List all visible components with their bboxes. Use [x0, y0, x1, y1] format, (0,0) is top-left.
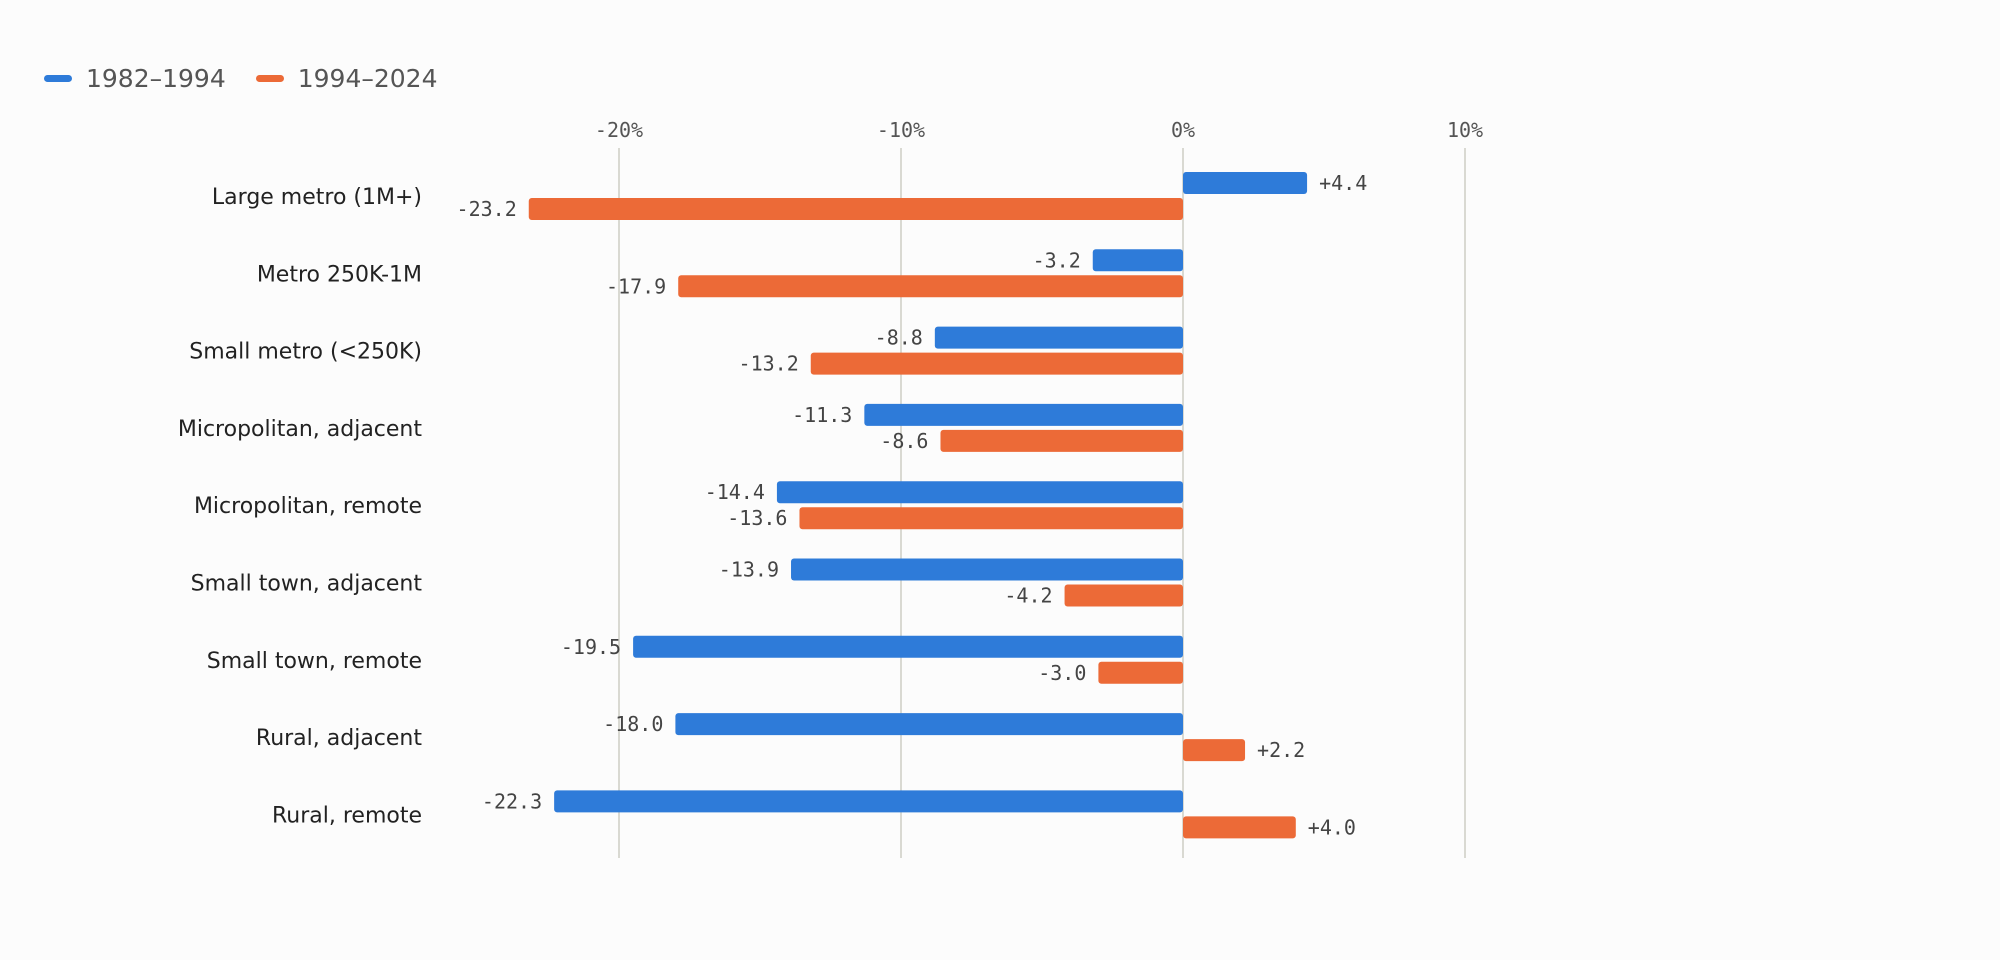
legend-label-series-2: 1994–2024 [297, 64, 438, 93]
data-label: +2.2 [1257, 738, 1305, 762]
category-label: Large metro (1M+) [212, 185, 422, 210]
data-label: +4.4 [1319, 171, 1367, 195]
category-label: Micropolitan, remote [194, 494, 422, 519]
bar-series-1 [1092, 249, 1183, 272]
data-label: -8.6 [880, 429, 928, 453]
bar-series-1 [864, 403, 1183, 426]
bar-series-2 [528, 198, 1183, 220]
category-label: Small metro (<250K) [189, 340, 422, 365]
data-label: -22.3 [482, 789, 542, 813]
bar-series-2 [810, 352, 1183, 375]
category-label: Metro 250K-1M [257, 262, 422, 287]
category-label: Small town, adjacent [191, 572, 423, 597]
bar-series-2 [1183, 739, 1246, 762]
legend: 1982–1994 1994–2024 [44, 64, 438, 93]
data-label: -13.6 [727, 506, 787, 530]
data-label: -19.5 [561, 635, 621, 659]
data-label: -18.0 [603, 712, 663, 736]
data-label: -8.8 [875, 326, 923, 350]
bar-series-1 [1183, 172, 1308, 194]
bar-series-2 [799, 507, 1183, 530]
legend-swatch-series-1 [44, 75, 72, 82]
bar-series-1 [791, 558, 1183, 581]
x-tick-label: -20% [595, 118, 643, 142]
data-label: +4.0 [1308, 815, 1356, 839]
x-axis-ticks: -20% -10% 0% 10% [595, 118, 1483, 142]
data-label: -14.4 [705, 480, 765, 504]
bars [528, 172, 1308, 839]
bar-series-2 [1064, 584, 1183, 607]
category-label: Rural, remote [272, 803, 422, 828]
bar-series-1 [554, 790, 1183, 813]
data-label: -13.2 [739, 352, 799, 376]
category-label: Rural, adjacent [256, 726, 422, 751]
bar-series-1 [675, 713, 1183, 736]
category-label: Micropolitan, adjacent [178, 417, 423, 442]
legend-label-series-1: 1982–1994 [86, 64, 226, 93]
bar-series-2 [678, 275, 1183, 298]
bar-series-1 [633, 635, 1183, 658]
x-tick-label: 0% [1171, 118, 1195, 142]
x-tick-label: -10% [877, 118, 925, 142]
bar-series-2 [1098, 661, 1183, 684]
bar-series-2 [1183, 816, 1296, 839]
bar-series-2 [940, 429, 1183, 452]
legend-item-series-1: 1982–1994 [44, 64, 226, 93]
legend-item-series-2: 1994–2024 [255, 64, 438, 93]
data-label: -3.0 [1038, 661, 1086, 685]
category-label: Small town, remote [207, 649, 422, 674]
data-label: -17.9 [606, 274, 666, 298]
x-tick-label: 10% [1447, 118, 1483, 142]
data-label: -13.9 [719, 558, 779, 582]
bar-series-1 [776, 481, 1183, 504]
data-label: -4.2 [1004, 584, 1052, 608]
legend-swatch-series-2 [255, 75, 284, 82]
labels: Large metro (1M+) +4.4 -23.2 Metro 250K-1M -… [178, 171, 1367, 839]
data-label: -23.2 [457, 197, 517, 221]
data-label: -11.3 [792, 403, 852, 427]
bar-series-1 [934, 326, 1183, 349]
data-label: -3.2 [1033, 248, 1081, 272]
